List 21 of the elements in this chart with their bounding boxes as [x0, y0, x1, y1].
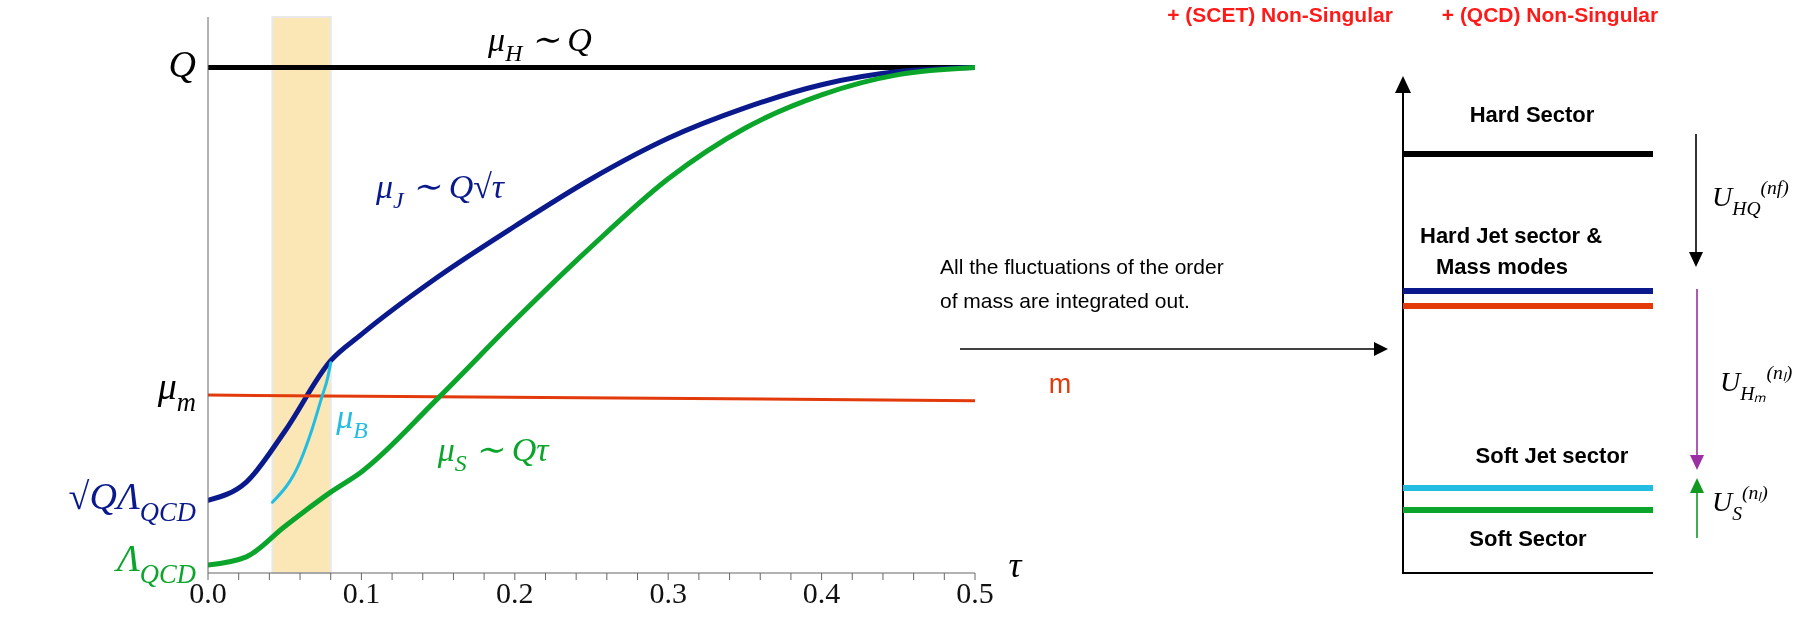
text: Soft Jet sector: [1475, 442, 1629, 468]
series-label: μ$_{B}$: [335, 397, 369, 444]
text: Soft Sector: [1469, 525, 1588, 551]
annotation: All the fluctuations of the order of mass are integrated out.: [940, 254, 1224, 312]
x-tick-label: 0.4: [802, 576, 841, 610]
series-label: μ$_{J}$ ∼ Q√τ: [374, 167, 506, 214]
series-label: μ$_{S}$ ∼ Qτ: [436, 430, 551, 477]
text: + (SCET) Non-Singular: [1167, 2, 1393, 26]
x-axis-title: τ: [1008, 545, 1023, 585]
x-tick-label: 0.5: [956, 576, 994, 610]
text: + (QCD) Non-Singular: [1441, 2, 1659, 26]
text: √QΛ$_{QCD}$: [68, 474, 196, 528]
text: Hard Sector: [1469, 101, 1595, 127]
x-tick-label: 0.3: [649, 576, 687, 610]
text: m: [1048, 369, 1072, 400]
text: Hard Jet sector & Mass modes: [1420, 222, 1603, 279]
x-tick-label: 0.2: [496, 576, 534, 610]
series-label: μ$_{H}$ ∼ Q: [487, 20, 592, 67]
text: Q: [168, 42, 196, 85]
text: μ$_{m}$: [156, 364, 196, 418]
x-tick-label: 0.1: [342, 576, 381, 610]
